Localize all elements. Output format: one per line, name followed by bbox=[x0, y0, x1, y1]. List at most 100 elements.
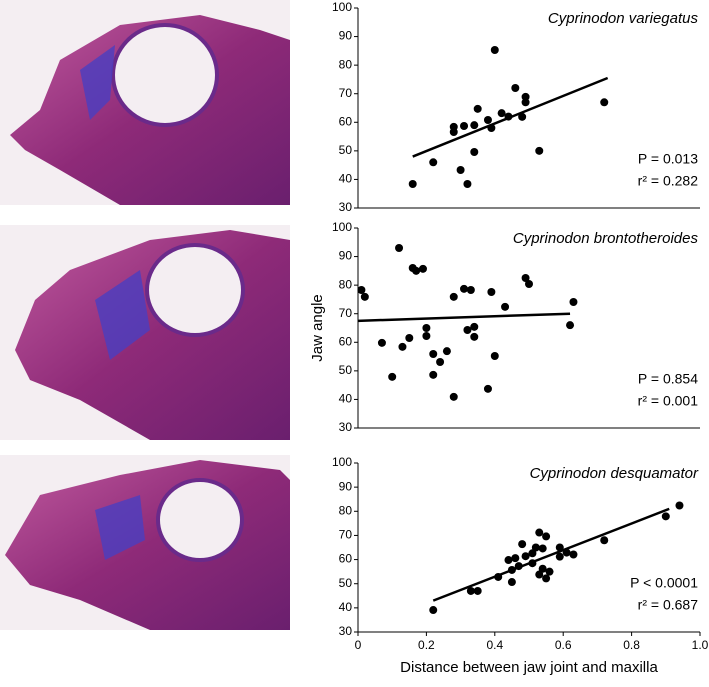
y-tick-label: 40 bbox=[339, 172, 353, 186]
data-point bbox=[473, 586, 482, 595]
data-point bbox=[398, 342, 407, 351]
data-point bbox=[531, 543, 540, 552]
stat-annotation: r² = 0.687 bbox=[638, 597, 699, 613]
data-point bbox=[518, 540, 527, 549]
y-tick-label: 70 bbox=[339, 86, 353, 100]
y-axis-label: Jaw angle bbox=[309, 294, 326, 362]
data-point bbox=[490, 352, 499, 360]
data-point bbox=[504, 556, 513, 565]
data-point bbox=[511, 554, 520, 563]
data-point bbox=[473, 104, 482, 113]
data-point bbox=[429, 370, 438, 379]
data-point bbox=[422, 324, 431, 332]
data-point bbox=[497, 109, 506, 118]
data-point bbox=[395, 244, 404, 252]
trend-line bbox=[412, 76, 609, 158]
x-tick-label: 0.4 bbox=[486, 638, 503, 652]
data-point bbox=[538, 544, 547, 553]
x-tick-label: 0.8 bbox=[623, 638, 640, 652]
data-point bbox=[449, 392, 458, 401]
y-tick-label: 50 bbox=[339, 363, 353, 377]
data-point bbox=[456, 166, 465, 174]
plot-title: Cyprinodon desquamator bbox=[530, 465, 699, 482]
plot-title: Cyprinodon brontotheroides bbox=[513, 230, 699, 247]
data-point bbox=[566, 321, 575, 330]
x-axis-label: Distance between jaw joint and maxilla bbox=[400, 659, 658, 676]
data-point bbox=[429, 350, 438, 358]
data-point bbox=[463, 326, 472, 334]
y-tick-label: 80 bbox=[339, 57, 353, 71]
data-point bbox=[507, 578, 516, 587]
data-point bbox=[501, 302, 510, 311]
y-tick-label: 80 bbox=[339, 503, 353, 517]
data-point bbox=[542, 574, 551, 583]
data-point bbox=[535, 146, 544, 155]
data-point bbox=[511, 84, 520, 92]
data-point bbox=[466, 286, 475, 294]
data-point bbox=[418, 264, 427, 273]
data-point bbox=[357, 286, 366, 294]
y-tick-label: 80 bbox=[339, 277, 353, 291]
y-tick-label: 100 bbox=[332, 0, 352, 14]
stat-annotation: P = 0.013 bbox=[638, 151, 698, 167]
data-point bbox=[466, 586, 475, 595]
x-tick-label: 0.6 bbox=[555, 638, 572, 652]
y-tick-label: 100 bbox=[332, 455, 352, 469]
stat-annotation: P < 0.0001 bbox=[630, 575, 698, 591]
data-point bbox=[436, 358, 445, 366]
stat-annotation: P = 0.854 bbox=[638, 371, 698, 387]
trend-line bbox=[432, 507, 670, 602]
data-point bbox=[408, 180, 417, 188]
data-point bbox=[449, 128, 458, 136]
data-point bbox=[528, 549, 537, 558]
y-tick-label: 70 bbox=[339, 528, 353, 542]
y-tick-label: 60 bbox=[339, 114, 353, 128]
orbit-2 bbox=[145, 243, 245, 337]
y-tick-label: 90 bbox=[339, 29, 353, 43]
stat-annotation: r² = 0.001 bbox=[638, 393, 699, 409]
data-point bbox=[388, 372, 397, 381]
y-tick-label: 40 bbox=[339, 392, 353, 406]
data-point bbox=[569, 298, 578, 306]
data-point bbox=[377, 338, 386, 347]
data-point bbox=[518, 112, 527, 121]
data-point bbox=[470, 148, 479, 156]
data-point bbox=[569, 550, 578, 559]
data-point bbox=[600, 536, 609, 545]
y-tick-label: 60 bbox=[339, 552, 353, 566]
data-point bbox=[487, 288, 496, 296]
data-point bbox=[470, 332, 479, 341]
data-point bbox=[525, 280, 533, 288]
data-point bbox=[661, 512, 670, 521]
cartilage-2 bbox=[95, 270, 150, 360]
y-tick-label: 90 bbox=[339, 249, 353, 263]
cartilage-3 bbox=[95, 495, 145, 560]
data-point bbox=[521, 274, 530, 282]
trend-line bbox=[357, 312, 571, 323]
data-point bbox=[422, 332, 431, 340]
data-point bbox=[470, 121, 479, 130]
data-point bbox=[449, 292, 458, 301]
data-point bbox=[460, 284, 469, 293]
data-point bbox=[429, 158, 438, 167]
y-tick-label: 70 bbox=[339, 306, 353, 320]
specimen-photos bbox=[0, 0, 290, 630]
data-point bbox=[545, 567, 554, 576]
x-tick-label: 0 bbox=[355, 638, 362, 652]
data-point bbox=[405, 334, 414, 342]
orbit-3 bbox=[156, 478, 244, 562]
data-point bbox=[535, 528, 544, 537]
y-tick-label: 40 bbox=[339, 600, 353, 614]
data-point bbox=[460, 122, 469, 130]
data-point bbox=[463, 180, 472, 188]
data-point bbox=[600, 98, 609, 107]
data-point bbox=[442, 347, 451, 356]
y-tick-label: 50 bbox=[339, 576, 353, 590]
stat-annotation: r² = 0.282 bbox=[638, 173, 699, 189]
data-point bbox=[521, 552, 530, 561]
x-tick-label: 0.2 bbox=[418, 638, 435, 652]
data-point bbox=[535, 570, 544, 579]
data-point bbox=[542, 532, 551, 541]
y-tick-label: 30 bbox=[339, 420, 353, 434]
